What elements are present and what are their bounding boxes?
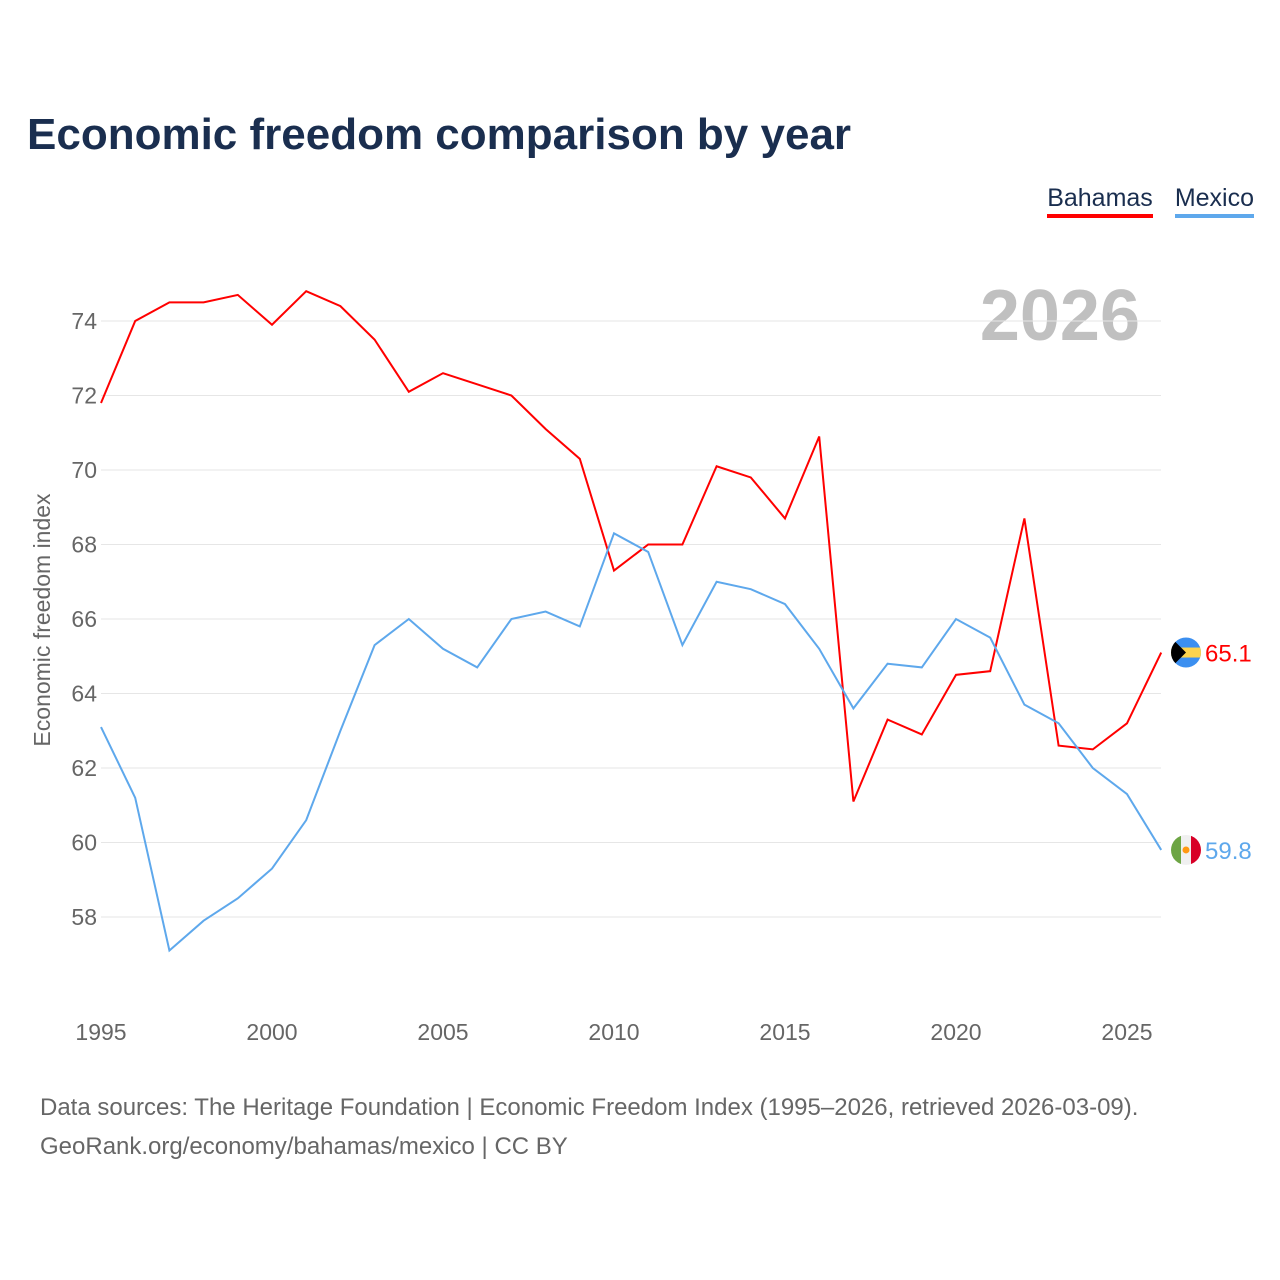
- y-tick-label: 66: [71, 606, 97, 632]
- flag-triangle: [1171, 637, 1186, 668]
- source-line: Data sources: The Heritage Foundation | …: [40, 1094, 1139, 1121]
- y-tick-label: 74: [71, 308, 97, 334]
- chart-title: Economic freedom comparison by year: [27, 110, 852, 159]
- year-watermark: 2026: [980, 276, 1140, 356]
- x-tick-label: 2020: [930, 1019, 981, 1045]
- flag-emblem: [1182, 846, 1190, 854]
- series-line-bahamas: [100, 290, 1163, 802]
- y-tick-label: 72: [71, 383, 97, 409]
- flag-body: [1171, 834, 1201, 865]
- x-tick-label: 2025: [1101, 1019, 1152, 1045]
- y-tick-label: 68: [71, 532, 97, 558]
- legend: Bahamas Mexico: [1047, 184, 1254, 218]
- flag-bahamas-icon: [1171, 637, 1201, 668]
- series-line-mexico: [100, 531, 1163, 953]
- flag-body: [1171, 637, 1201, 668]
- y-tick-label: 64: [71, 681, 97, 707]
- flag-stripe: [1191, 834, 1201, 865]
- flag-mexico-icon: [1171, 834, 1201, 865]
- y-axis-label: Economic freedom index: [29, 493, 55, 747]
- flag-stripe: [1171, 834, 1181, 865]
- x-tick-label: 1995: [75, 1019, 126, 1045]
- y-tick-label: 70: [71, 457, 97, 483]
- y-tick-label: 60: [71, 830, 97, 856]
- y-tick-label: 58: [71, 904, 97, 930]
- x-tick-label: 2005: [417, 1019, 468, 1045]
- end-label-mexico: 59.8: [1205, 838, 1252, 865]
- legend-mexico[interactable]: Mexico: [1174, 184, 1254, 218]
- end-label-bahamas: 65.1: [1205, 641, 1252, 668]
- legend-bahamas[interactable]: Bahamas: [1047, 184, 1153, 218]
- x-tick-label: 2000: [246, 1019, 297, 1045]
- x-tick-label: 2015: [759, 1019, 810, 1045]
- x-tick-label: 2010: [588, 1019, 639, 1045]
- y-tick-label: 62: [71, 755, 97, 781]
- data-sources: Data sources: The Heritage Foundation | …: [40, 1088, 1138, 1166]
- source-link[interactable]: GeoRank.org/economy/bahamas/mexico | CC …: [40, 1133, 568, 1160]
